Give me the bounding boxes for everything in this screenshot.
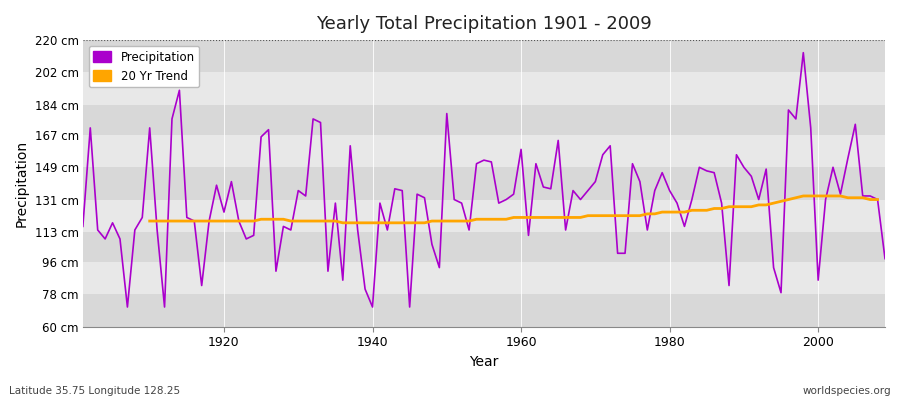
20 Yr Trend	[374, 220, 385, 225]
Precipitation	[122, 305, 133, 310]
Bar	[83, 200, 885, 232]
Precipitation	[516, 147, 526, 152]
Precipitation	[352, 228, 363, 232]
20 Yr Trend	[516, 215, 526, 220]
Bar	[83, 104, 885, 135]
Bar	[83, 262, 885, 294]
20 Yr Trend	[345, 220, 356, 225]
Title: Yearly Total Precipitation 1901 - 2009: Yearly Total Precipitation 1901 - 2009	[316, 15, 652, 33]
Precipitation	[308, 116, 319, 121]
Bar	[83, 135, 885, 167]
20 Yr Trend	[724, 204, 734, 209]
Precipitation	[798, 50, 809, 55]
Bar	[83, 232, 885, 262]
X-axis label: Year: Year	[469, 355, 499, 369]
Text: Latitude 35.75 Longitude 128.25: Latitude 35.75 Longitude 128.25	[9, 386, 180, 396]
20 Yr Trend	[872, 197, 883, 202]
Precipitation	[523, 233, 534, 238]
Y-axis label: Precipitation: Precipitation	[15, 140, 29, 227]
Precipitation	[77, 224, 88, 229]
Precipitation	[144, 126, 155, 130]
Line: Precipitation: Precipitation	[83, 53, 885, 307]
Bar	[83, 167, 885, 200]
Bar	[83, 40, 885, 72]
20 Yr Trend	[538, 215, 549, 220]
20 Yr Trend	[315, 219, 326, 224]
20 Yr Trend	[144, 219, 155, 224]
Precipitation	[612, 251, 623, 256]
Line: 20 Yr Trend: 20 Yr Trend	[149, 196, 877, 223]
20 Yr Trend	[338, 220, 348, 225]
Precipitation	[879, 256, 890, 261]
Bar	[83, 294, 885, 327]
Legend: Precipitation, 20 Yr Trend: Precipitation, 20 Yr Trend	[89, 46, 200, 87]
Text: worldspecies.org: worldspecies.org	[803, 386, 891, 396]
Bar	[83, 72, 885, 104]
20 Yr Trend	[798, 194, 809, 198]
